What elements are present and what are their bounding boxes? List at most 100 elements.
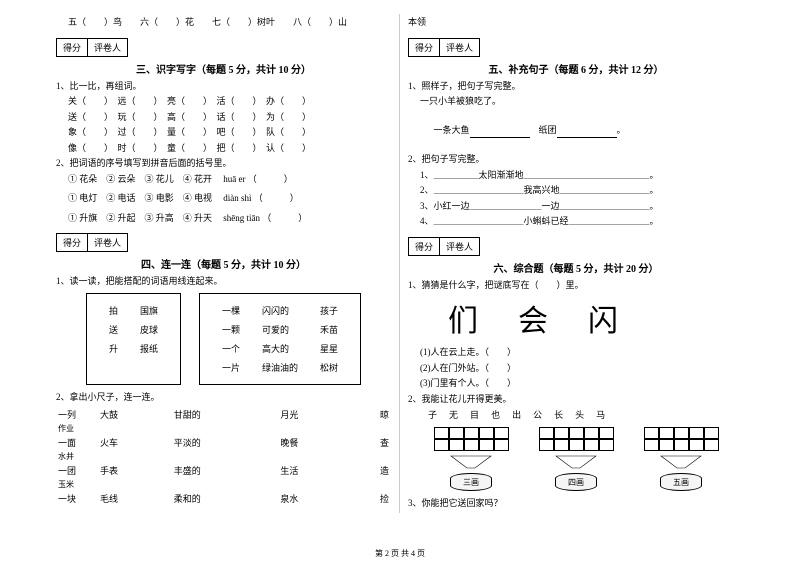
stroke-item: 三画 [434, 427, 509, 491]
s6-q1: 1、猜猜是什么字，把谜底写在（ ）里。 [408, 279, 744, 293]
cell: 月光 [280, 408, 350, 421]
s5-fill: 一条大鱼 纸团。 [408, 111, 744, 152]
s3-pinyin: ① 电灯 ② 电话 ③ 电影 ④ 电视 diàn shì （ ） [56, 192, 391, 206]
flower-char: 马 [596, 408, 605, 421]
side-label: 玉米 [58, 479, 389, 490]
big-char: 们 [448, 296, 478, 340]
match-cell: 国旗 [130, 302, 168, 319]
s3-row: 象（ ） 过（ ） 量（ ） 吧（ ） 队（ ） [56, 126, 391, 140]
big-char: 闪 [588, 296, 618, 340]
s4-match-table: 一列大鼓甘甜的月光晾 作业 一面火车平淡的晚餐查 水井 一团手表丰盛的生活造 玉… [56, 406, 391, 507]
cell: 晾 [354, 408, 389, 421]
cell: 生活 [280, 464, 350, 477]
s6-q2: 2、我能让花儿开得更美。 [408, 393, 744, 407]
s3-q2: 2、把词语的序号填写到拼音后面的括号里。 [56, 157, 391, 171]
s4-q1: 1、读一读，把能搭配的词语用线连起来。 [56, 275, 391, 289]
s6-q3: 3、你能把它送回家吗？ [408, 497, 744, 511]
s5-row: 2、＿＿＿＿＿＿＿＿＿＿我高兴地＿＿＿＿＿＿＿＿＿＿。 [408, 184, 744, 198]
benling: 本领 [408, 16, 744, 30]
s3-row: 像（ ） 时（ ） 童（ ） 把（ ） 认（ ） [56, 142, 391, 156]
score-box-3: 得分 评卷人 [56, 38, 128, 57]
cell: 平淡的 [174, 436, 279, 449]
match-cell: 禾苗 [310, 321, 348, 338]
riddle: (2)人在门外站。（ ） [408, 362, 744, 376]
stroke-item: 五画 [644, 427, 719, 491]
big-chars: 们 会 闪 [448, 296, 744, 340]
match-cell: 送 [99, 321, 128, 338]
cell: 泉水 [280, 492, 350, 505]
section-3-title: 三、识字写字（每题 5 分，共计 10 分） [56, 61, 391, 76]
cell: 柔和的 [174, 492, 279, 505]
riddle: (1)人在云上走。（ ） [408, 346, 744, 360]
cell: 丰盛的 [174, 464, 279, 477]
match-cell: 升 [99, 340, 128, 357]
flower-chars: 子 无 目 也 出 公 长 头 马 [428, 408, 744, 421]
score-box-6: 得分 评卷人 [408, 237, 480, 256]
cell: 一块 [58, 492, 98, 505]
can-label: 三画 [450, 473, 492, 491]
match-cell: 一棵 [212, 302, 250, 319]
match-cell: 闪闪的 [252, 302, 308, 319]
cell: 造 [354, 464, 389, 477]
s3-row: 送（ ） 玩（ ） 高（ ） 话（ ） 为（ ） [56, 111, 391, 125]
s5-example: 一只小羊被狼吃了。 [408, 95, 744, 109]
cell: 甘甜的 [174, 408, 279, 421]
s5-q2: 2、把句子写完整。 [408, 153, 744, 167]
cell: 大鼓 [100, 408, 170, 421]
flower-char: 出 [512, 408, 521, 421]
side-label: 作业 [58, 423, 389, 434]
can-label: 五画 [660, 473, 702, 491]
match-cell: 孩子 [310, 302, 348, 319]
big-char: 会 [518, 296, 548, 340]
s5-row: 3、小红一边＿＿＿＿＿＿＿＿一边＿＿＿＿＿＿＿＿＿＿。 [408, 200, 744, 214]
stroke-item: 四画 [539, 427, 614, 491]
page-footer: 第 2 页 共 4 页 [0, 548, 800, 559]
grid-icon [434, 427, 509, 451]
cell: 火车 [100, 436, 170, 449]
flower-char: 子 [428, 408, 437, 421]
grid-icon [644, 427, 719, 451]
flower-char: 长 [554, 408, 563, 421]
flower-char: 无 [449, 408, 458, 421]
score-box-4: 得分 评卷人 [56, 233, 128, 252]
match-cell: 绿油油的 [252, 359, 308, 376]
section-6-title: 六、综合题（每题 5 分，共计 20 分） [408, 260, 744, 275]
flower-char: 头 [575, 408, 584, 421]
s4-q2: 2、拿出小尺子，连一连。 [56, 391, 391, 405]
s3-q1: 1、比一比，再组词。 [56, 80, 391, 94]
s5-row: 1、＿＿＿＿＿太阳渐渐地＿＿＿＿＿＿＿＿＿＿＿＿＿＿。 [408, 169, 744, 183]
cell: 一列 [58, 408, 98, 421]
cell: 手表 [100, 464, 170, 477]
s3-pinyin: ① 升旗 ② 升起 ③ 升高 ④ 升天 shēng tiān （ ） [56, 212, 391, 226]
match-cell: 皮球 [130, 321, 168, 338]
funnel-icon [659, 454, 703, 470]
flower-char: 公 [533, 408, 542, 421]
section-4-title: 四、连一连（每题 5 分，共计 10 分） [56, 256, 391, 271]
match-cell: 星星 [310, 340, 348, 357]
s5-row: 4、＿＿＿＿＿＿＿＿＿＿小蝌蚪已经＿＿＿＿＿＿＿＿＿。 [408, 215, 744, 229]
cell: 一团 [58, 464, 98, 477]
match-cell: 一个 [212, 340, 250, 357]
match-cell: 高大的 [252, 340, 308, 357]
cell: 捡 [354, 492, 389, 505]
match-cell: 一片 [212, 359, 250, 376]
s5-q1: 1、照样子，把句子写完整。 [408, 80, 744, 94]
cell: 毛线 [100, 492, 170, 505]
grid-icon [539, 427, 614, 451]
match-cell: 一颗 [212, 321, 250, 338]
riddle: (3)门里有个人。（ ） [408, 377, 744, 391]
flower-char: 也 [491, 408, 500, 421]
stroke-diagram: 三画 四画 五画 [408, 427, 744, 491]
match-cell: 报纸 [130, 340, 168, 357]
funnel-icon [449, 454, 493, 470]
match-box-2: 一棵闪闪的孩子 一颗可爱的禾苗 一个高大的星星 一片绿油油的松树 [199, 293, 361, 385]
cell: 查 [354, 436, 389, 449]
section-5-title: 五、补充句子（每题 6 分，共计 12 分） [408, 61, 744, 76]
score-box-5: 得分 评卷人 [408, 38, 480, 57]
top-fill: 五（ ）鸟 六（ ）花 七（ ）树叶 八（ ）山 [56, 16, 391, 30]
side-label: 水井 [58, 451, 389, 462]
cell: 晚餐 [280, 436, 350, 449]
match-cell: 可爱的 [252, 321, 308, 338]
match-cell: 松树 [310, 359, 348, 376]
s3-row: 关（ ） 远（ ） 亮（ ） 活（ ） 办（ ） [56, 95, 391, 109]
